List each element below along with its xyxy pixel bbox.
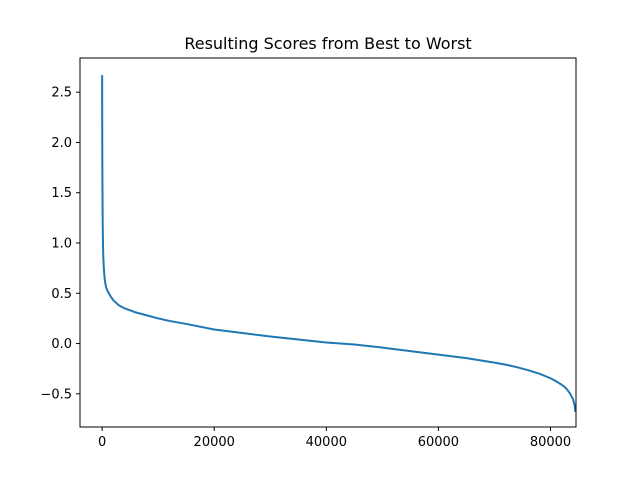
y-tick-label: −0.5	[40, 387, 72, 402]
x-tick-label: 0	[98, 435, 106, 450]
x-tick-label: 80000	[530, 435, 571, 450]
x-tick-label: 20000	[194, 435, 235, 450]
plot-area: 0 20000 40000 60000 80000 −0.5 0.0 0.5 1.0 1.5 2.0…	[40, 57, 577, 450]
y-tick-label: 1.5	[51, 186, 72, 201]
y-tick-label: 2.5	[51, 86, 72, 101]
y-tick-label: 1.0	[51, 237, 72, 252]
x-tick-label: 40000	[306, 435, 347, 450]
y-tick-label: 0.5	[51, 287, 72, 302]
x-tick-label: 60000	[418, 435, 459, 450]
series-line-0	[101, 75, 577, 413]
chart-title: Resulting Scores from Best to Worst	[184, 34, 471, 53]
y-tick-label: 0.0	[51, 337, 72, 352]
plot-frame	[79, 57, 577, 428]
y-tick-label: 2.0	[51, 136, 72, 151]
